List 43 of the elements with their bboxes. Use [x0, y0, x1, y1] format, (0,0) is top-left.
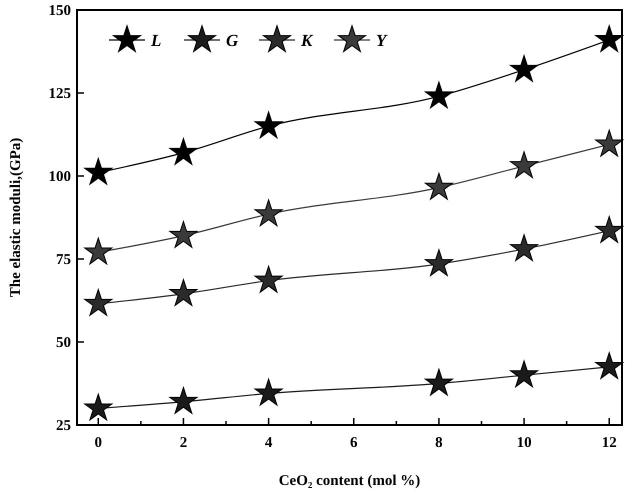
point: [84, 238, 112, 264]
point: [595, 352, 624, 379]
x-tick-label: 10: [516, 435, 532, 451]
x-axis-title: CeO₂ content (mol %): [278, 473, 420, 489]
y-tick-label: 125: [48, 86, 71, 102]
legend-label: K: [300, 31, 314, 50]
x-tick-label: 6: [350, 435, 358, 451]
legend-label: L: [150, 31, 162, 50]
legend-label: G: [226, 31, 239, 50]
y-axis-title: The elastic moduli,(GPa): [8, 138, 24, 298]
point: [510, 360, 538, 388]
point: [510, 151, 538, 178]
point: [169, 138, 198, 165]
y-tick-label: 150: [48, 3, 71, 19]
y-tick-label: 25: [56, 418, 71, 434]
y-tick-label: 50: [56, 335, 71, 351]
point: [169, 386, 198, 414]
point: [424, 172, 453, 200]
point: [254, 199, 283, 226]
point: [510, 54, 538, 82]
point: [424, 368, 453, 396]
point: [510, 234, 538, 262]
point: [254, 378, 283, 406]
x-tick-label: 2: [180, 435, 188, 451]
point: [169, 220, 198, 248]
x-tick-label: 4: [264, 435, 273, 451]
point: [254, 266, 283, 293]
point: [84, 158, 112, 185]
point: [595, 216, 624, 243]
x-tick-label: 12: [602, 435, 617, 451]
point: [254, 111, 283, 138]
x-tick-label: 0: [94, 435, 102, 451]
point: [169, 279, 198, 306]
point: [84, 394, 112, 420]
point: [84, 289, 112, 316]
point: [424, 249, 453, 276]
point: [595, 130, 624, 157]
legend-label: Y: [376, 31, 388, 50]
y-tick-label: 100: [48, 169, 71, 185]
y-tick-label: 75: [56, 252, 71, 268]
x-tick-label: 8: [435, 435, 443, 451]
point: [424, 82, 453, 108]
point: [595, 25, 624, 52]
